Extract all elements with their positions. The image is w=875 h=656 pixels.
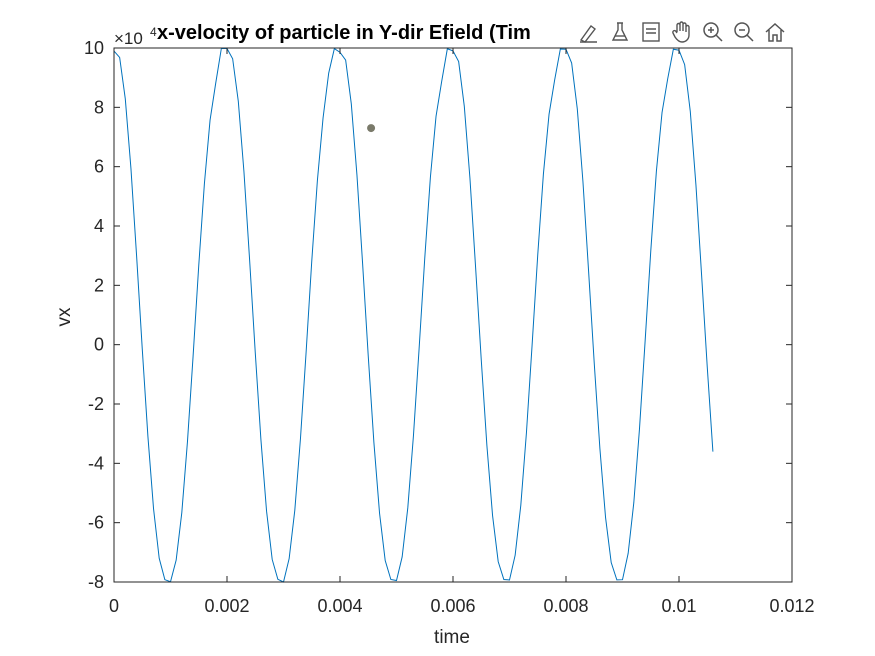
y-tick-label: 4: [94, 216, 104, 236]
brush-button[interactable]: [573, 17, 604, 47]
series-line: [113, 47, 714, 583]
x-tick-label: 0.002: [204, 596, 249, 616]
axes: 0 0.002 0.004 0.006 0.008 0.01 0.012 10 8 6 4 2 0 -2 -…: [84, 38, 815, 616]
x-axis-label: time: [434, 627, 470, 648]
x-tick-label: 0.006: [430, 596, 475, 616]
y-exponent-power: 4: [150, 25, 157, 39]
pan-button[interactable]: [666, 17, 697, 47]
plot-area: [113, 47, 714, 583]
y-tick-label: 10: [84, 38, 104, 58]
zoom-in-icon: [702, 22, 723, 42]
home-icon: [765, 22, 784, 42]
y-tick-label: -8: [88, 572, 104, 592]
zoom-in-button[interactable]: [697, 17, 728, 47]
x-tick-label: 0.012: [769, 596, 814, 616]
x-tick-label: 0.004: [317, 596, 362, 616]
y-exponent-base: ×10: [114, 29, 143, 48]
y-tick-label: 8: [94, 97, 104, 117]
legend-button[interactable]: [635, 17, 666, 47]
y-axis-label: vx: [54, 307, 75, 327]
data-marker: [367, 124, 376, 133]
y-tick-label: -6: [88, 513, 104, 533]
y-tick-label: 2: [94, 275, 104, 295]
pan-icon: [671, 21, 690, 43]
zoom-out-button[interactable]: [728, 17, 759, 47]
y-tick-label: 0: [94, 335, 104, 355]
x-tick-label: 0: [109, 596, 119, 616]
chart-title: x-velocity of particle in Y-dir Efield (…: [157, 22, 531, 44]
y-tick-label: 6: [94, 157, 104, 177]
legend-icon: [641, 22, 660, 42]
x-tick-label: 0.008: [543, 596, 588, 616]
axes-toolbar: [573, 17, 790, 47]
y-tick-label: -2: [88, 394, 104, 414]
home-button[interactable]: [759, 17, 790, 47]
y-tick-label: -4: [88, 453, 104, 473]
datatip-icon: [611, 22, 628, 41]
x-tick-label: 0.01: [661, 596, 696, 616]
zoom-out-icon: [733, 22, 754, 42]
brush-icon: [579, 25, 597, 43]
datatip-button[interactable]: [604, 17, 635, 47]
